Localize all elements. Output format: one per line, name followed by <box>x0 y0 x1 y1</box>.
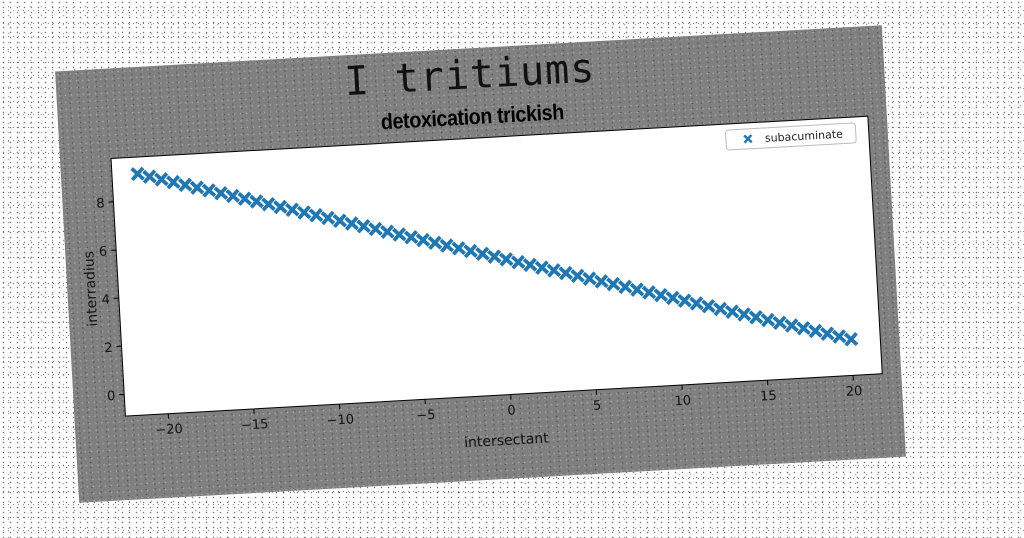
y-tick-label: 8 <box>96 196 105 211</box>
x-axis-label: intersectant <box>464 430 550 451</box>
y-axis-label: interradius <box>81 251 101 327</box>
x-tick-label: 15 <box>760 389 777 405</box>
x-tick-label: 0 <box>507 403 516 418</box>
y-tick-label: 4 <box>101 293 110 308</box>
y-tick-label: 6 <box>99 244 108 259</box>
x-tick-label: −15 <box>241 417 269 434</box>
x-tick-label: −10 <box>326 412 354 429</box>
x-tick-label: −20 <box>155 422 183 439</box>
x-tick-label: 10 <box>674 393 691 409</box>
x-tick-label: 5 <box>593 399 602 414</box>
y-tick-label: 0 <box>107 389 116 404</box>
y-tick-label: 2 <box>104 341 113 356</box>
x-tick-label: −5 <box>416 408 436 424</box>
x-tick-label: 20 <box>845 384 862 400</box>
plot-area <box>111 116 882 416</box>
